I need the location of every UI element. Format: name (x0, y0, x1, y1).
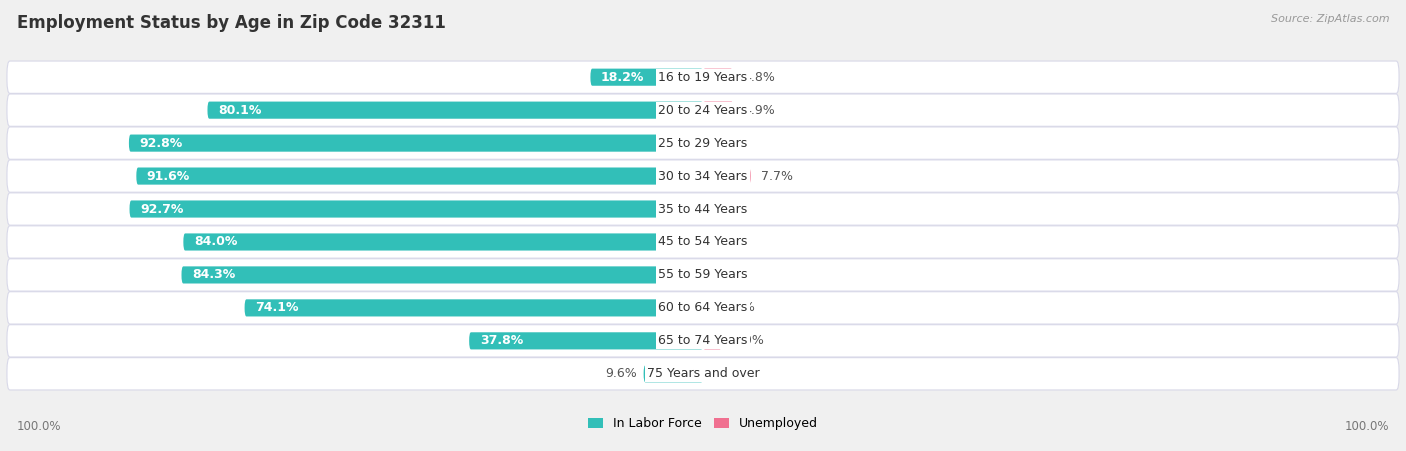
FancyBboxPatch shape (644, 365, 703, 382)
FancyBboxPatch shape (208, 101, 703, 119)
Text: 25 to 29 Years: 25 to 29 Years (658, 137, 748, 150)
FancyBboxPatch shape (7, 193, 1399, 225)
FancyBboxPatch shape (7, 325, 1399, 357)
FancyBboxPatch shape (7, 292, 1399, 324)
Text: 1.7%: 1.7% (724, 301, 756, 314)
FancyBboxPatch shape (703, 234, 709, 251)
FancyBboxPatch shape (7, 358, 1399, 390)
Text: 45 to 54 Years: 45 to 54 Years (658, 235, 748, 249)
Text: Employment Status by Age in Zip Code 32311: Employment Status by Age in Zip Code 323… (17, 14, 446, 32)
Text: 4.8%: 4.8% (744, 71, 775, 84)
Text: 55 to 59 Years: 55 to 59 Years (658, 268, 748, 281)
Text: 7.7%: 7.7% (761, 170, 793, 183)
FancyBboxPatch shape (591, 69, 703, 86)
Text: 0.0%: 0.0% (714, 367, 745, 380)
Text: 16 to 19 Years: 16 to 19 Years (658, 71, 748, 84)
Text: 20 to 24 Years: 20 to 24 Years (658, 104, 748, 117)
Text: 84.0%: 84.0% (194, 235, 238, 249)
Text: 37.8%: 37.8% (479, 334, 523, 347)
FancyBboxPatch shape (245, 299, 703, 317)
Text: 100.0%: 100.0% (17, 420, 62, 433)
Text: 60 to 64 Years: 60 to 64 Years (658, 301, 748, 314)
FancyBboxPatch shape (703, 134, 709, 152)
FancyBboxPatch shape (703, 101, 734, 119)
FancyBboxPatch shape (7, 259, 1399, 291)
FancyBboxPatch shape (181, 267, 703, 284)
FancyBboxPatch shape (703, 69, 733, 86)
FancyBboxPatch shape (7, 127, 1399, 159)
Text: 35 to 44 Years: 35 to 44 Years (658, 202, 748, 216)
Text: 3.0%: 3.0% (733, 334, 763, 347)
Text: 75 Years and over: 75 Years and over (647, 367, 759, 380)
Text: 18.2%: 18.2% (600, 71, 644, 84)
FancyBboxPatch shape (703, 167, 751, 184)
Text: 0.8%: 0.8% (718, 137, 751, 150)
FancyBboxPatch shape (703, 200, 707, 217)
Text: 91.6%: 91.6% (146, 170, 190, 183)
FancyBboxPatch shape (136, 167, 703, 184)
Text: Source: ZipAtlas.com: Source: ZipAtlas.com (1271, 14, 1389, 23)
Text: 4.9%: 4.9% (744, 104, 776, 117)
FancyBboxPatch shape (7, 94, 1399, 126)
Text: 84.3%: 84.3% (193, 268, 235, 281)
FancyBboxPatch shape (470, 332, 703, 350)
Text: 0.6%: 0.6% (717, 202, 749, 216)
FancyBboxPatch shape (7, 226, 1399, 258)
Text: 0.8%: 0.8% (718, 235, 751, 249)
Text: 80.1%: 80.1% (218, 104, 262, 117)
Legend: In Labor Force, Unemployed: In Labor Force, Unemployed (583, 412, 823, 435)
Text: 92.8%: 92.8% (139, 137, 183, 150)
Text: 100.0%: 100.0% (1344, 420, 1389, 433)
Text: 0.0%: 0.0% (714, 268, 745, 281)
Text: 30 to 34 Years: 30 to 34 Years (658, 170, 748, 183)
FancyBboxPatch shape (7, 61, 1399, 93)
FancyBboxPatch shape (703, 332, 721, 350)
Text: 92.7%: 92.7% (141, 202, 183, 216)
Text: 65 to 74 Years: 65 to 74 Years (658, 334, 748, 347)
FancyBboxPatch shape (129, 134, 703, 152)
Text: 9.6%: 9.6% (605, 367, 637, 380)
FancyBboxPatch shape (129, 200, 703, 217)
FancyBboxPatch shape (7, 160, 1399, 192)
FancyBboxPatch shape (703, 299, 713, 317)
Text: 74.1%: 74.1% (254, 301, 298, 314)
FancyBboxPatch shape (183, 234, 703, 251)
